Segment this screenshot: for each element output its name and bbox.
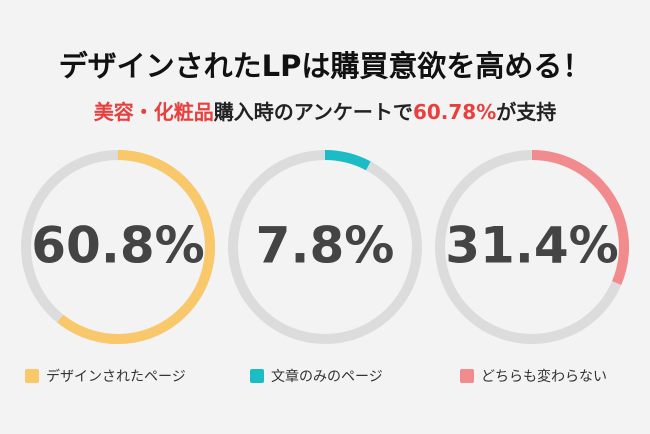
legend-swatch: [460, 369, 474, 383]
legend-swatch: [25, 369, 39, 383]
value-label: 31.4%: [445, 217, 618, 275]
legend-swatch: [250, 369, 264, 383]
chart-subtitle: 美容・化粧品購入時のアンケートで60.78%が支持: [94, 100, 557, 124]
ring-arc: [531, 150, 629, 285]
legend-label: デザインされたページ: [46, 368, 186, 385]
legend-label: 文章のみのページ: [271, 368, 383, 385]
subtitle-part: 購入時のアンケートで: [214, 100, 413, 124]
value-label: 7.8%: [256, 217, 395, 275]
subtitle-part: 美容・化粧品: [94, 100, 214, 124]
subtitle-part: が支持: [496, 100, 556, 124]
chart-title: デザインされたLPは購買意欲を高める！: [59, 49, 592, 83]
ring-arc: [324, 150, 371, 171]
ring-arc: [57, 150, 215, 344]
legend-label: どちらも変わらない: [481, 368, 607, 385]
subtitle-part: 60.78%: [413, 100, 496, 124]
value-label: 60.8%: [31, 217, 204, 275]
